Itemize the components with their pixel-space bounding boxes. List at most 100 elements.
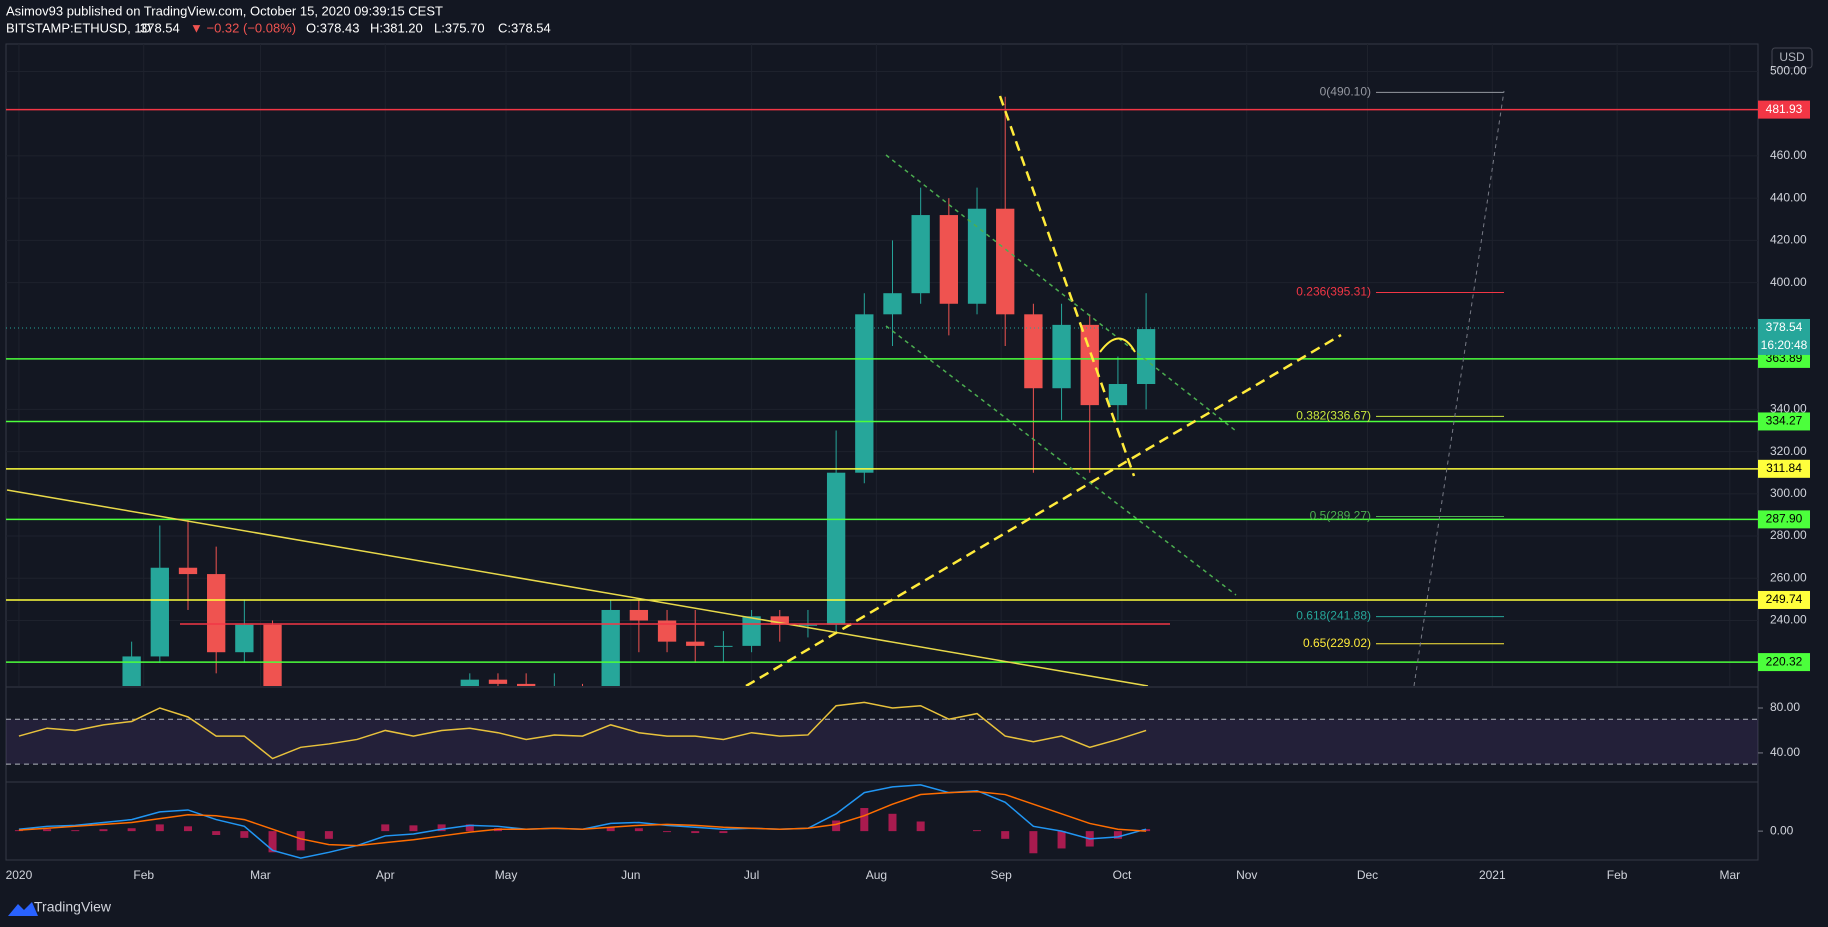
candle-body [460,679,479,686]
candle-body [629,609,649,621]
last-price-tag [1758,318,1810,355]
histogram-bar [71,830,80,832]
level-label: 311.84 [1766,461,1802,475]
trend-line [998,95,1136,477]
histogram-bar [409,825,418,832]
countdown: 16:20:48 [1761,338,1808,352]
histogram-bar [691,831,700,834]
indicator-line [18,790,1147,847]
candle-body [263,624,282,686]
candle-body [207,574,226,653]
fib-label: 0.618(241.88) [1296,609,1371,623]
histogram-bar [1113,831,1122,839]
currency: USD [1779,50,1805,64]
logo [8,902,38,916]
brand: TradingView [34,899,112,915]
x-tick-label: Mar [1719,868,1740,882]
histogram-bar [127,828,136,832]
y-tick-label: 460.00 [1770,148,1807,162]
axes: 2020 Feb Mar Apr May Jun Jul Aug Sep Oct Nov Dec 202… [6,64,1810,882]
candle-body [911,215,930,294]
trend-line [745,333,1342,686]
y-tick-label: 500.00 [1770,64,1807,78]
candle-body [657,620,677,642]
open: O:378.43 [306,20,360,35]
x-tick-label: Mar [250,868,271,882]
rsi-band [6,719,1758,765]
histogram-bar [155,824,164,832]
x-tick-label: Jun [621,868,640,882]
y-tick-label: 420.00 [1770,233,1807,247]
x-tick-label: Aug [866,868,887,882]
indicator-line [18,701,1147,760]
histogram-bar [1142,829,1151,832]
histogram-bar [43,829,52,832]
candle-body [150,567,169,657]
level-label: 249.74 [1766,592,1803,606]
y-tick-label: 80.00 [1770,700,1800,714]
candle-body [714,645,733,647]
level-label: 334.27 [1766,414,1803,428]
fib-label: 0.382(336.67) [1296,409,1371,423]
candle-body [967,208,987,304]
x-tick-label: 2021 [1479,868,1506,882]
x-tick-label: Sep [990,868,1012,882]
y-tick-label: 320.00 [1770,444,1807,458]
candle-body [770,616,789,625]
main-pane [6,44,1758,686]
x-tick-label: May [495,868,518,882]
y-tick-label: 0.00 [1770,823,1794,837]
level-tag [1758,412,1810,431]
level-tag [1758,653,1810,672]
y-tick-label: 40.00 [1770,745,1800,759]
histogram-bar [437,824,446,832]
x-tick-label: Oct [1113,868,1132,882]
arc [1099,337,1136,353]
histogram-bar [14,830,23,832]
histogram-bar [916,821,925,832]
histogram-bar [973,830,982,832]
candle-body [122,656,141,686]
level-label: 220.32 [1766,654,1803,668]
currency-box [1771,47,1813,69]
candle-body [855,314,874,473]
low: L:375.70 [434,20,485,35]
candle-body [939,215,959,304]
candle-body [516,683,536,686]
histogram-bar [1029,831,1038,854]
x-tick-label: Jul [744,868,759,882]
last: 378.54 [140,20,180,35]
candle-body [742,616,761,646]
histogram-bar [183,826,192,832]
level-tag [1758,510,1810,529]
y-tick-label: 240.00 [1770,613,1807,627]
histogram-bar [324,831,333,839]
x-tick-label: Nov [1236,868,1257,882]
x-tick-label: Feb [133,868,154,882]
candle-body [601,609,620,686]
fib-label: 0.5(289.27) [1310,509,1371,523]
channel-line [885,154,1237,432]
level-tag [1758,459,1810,478]
change: ▼ −0.32 (−0.08%) [190,20,296,35]
x-tick-label: Dec [1357,868,1378,882]
candle-body [1080,324,1099,406]
histogram-bar [99,829,108,832]
histogram-bar [634,828,643,832]
high: H:381.20 [370,20,423,35]
y-tick-label: 340.00 [1770,402,1807,416]
y-tick-label: 260.00 [1770,570,1807,584]
candle-body [488,679,508,684]
histogram-bar [212,831,221,835]
candle-body [996,208,1015,315]
fib-label: 0.65(229.02) [1303,636,1371,650]
candle-body [178,567,198,575]
candle-body [1136,329,1156,385]
fib-label: 0(490.10) [1320,85,1371,99]
histogram-bar [1057,831,1066,849]
symbol: BITSTAMP:ETHUSD, 1D [6,20,151,35]
candle-body [235,624,254,653]
histogram-bar [465,824,474,832]
y-tick-label: 300.00 [1770,486,1807,500]
